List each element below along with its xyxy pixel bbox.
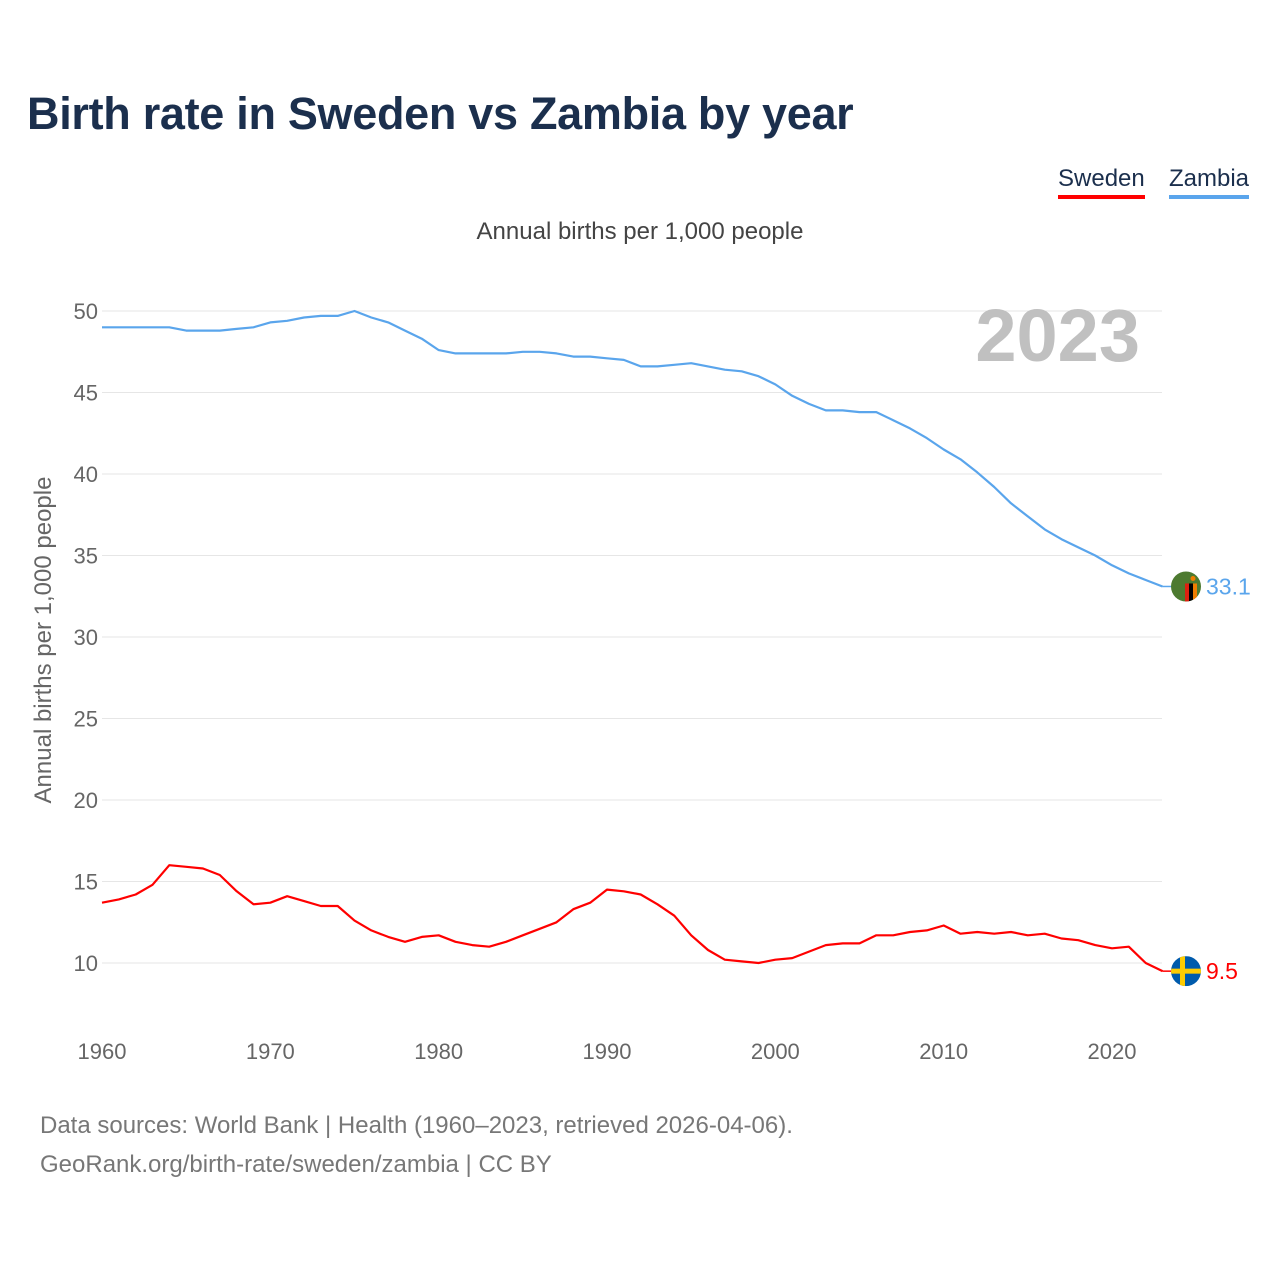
- x-tick-label: 1980: [414, 1039, 463, 1064]
- flag-cross-v: [1180, 956, 1185, 987]
- flag-body: [1171, 956, 1201, 987]
- legend-item-zambia[interactable]: Zambia: [1169, 165, 1250, 199]
- flag-stripe-black: [1189, 583, 1193, 602]
- y-tick-label: 35: [74, 544, 98, 569]
- x-tick-label: 2020: [1088, 1039, 1137, 1064]
- end-value-label: 9.5: [1206, 958, 1238, 984]
- data-source-text: Data sources: World Bank | Health (1960–…: [40, 1112, 793, 1139]
- footer: Data sources: World Bank | Health (1960–…: [40, 1106, 793, 1184]
- flag-body: [1171, 571, 1201, 602]
- y-tick-label: 40: [74, 462, 98, 487]
- y-tick-label: 50: [74, 299, 98, 324]
- chart-title: Birth rate in Sweden vs Zambia by year: [27, 88, 854, 139]
- x-tick-label: 1990: [583, 1039, 632, 1064]
- series-line-zambia: [102, 309, 1163, 588]
- year-watermark: 2023: [975, 294, 1140, 377]
- x-tick-label: 1960: [78, 1039, 127, 1064]
- y-tick-label: 10: [74, 951, 98, 976]
- flag-stripe-red: [1185, 583, 1189, 602]
- x-tick-label: 2000: [751, 1039, 800, 1064]
- source-link[interactable]: GeoRank.org/birth-rate/sweden/zambia | C…: [40, 1151, 552, 1178]
- legend-item-sweden[interactable]: Sweden: [1058, 165, 1145, 199]
- zambia-flag-icon: [1171, 571, 1201, 602]
- end-value-label: 33.1: [1206, 573, 1251, 599]
- x-tick-label: 2010: [919, 1039, 968, 1064]
- y-tick-label: 30: [74, 625, 98, 650]
- flag-eagle: [1190, 575, 1196, 581]
- flag-stripe-orange: [1193, 583, 1197, 602]
- flag-cross-h: [1171, 968, 1201, 974]
- x-tick-label: 1970: [246, 1039, 295, 1064]
- y-tick-label: 20: [74, 788, 98, 813]
- series-line-sweden: [101, 864, 1163, 973]
- y-axis-label: Annual births per 1,000 people: [30, 477, 57, 804]
- chart-subtitle: Annual births per 1,000 people: [476, 218, 804, 245]
- y-tick-label: 15: [74, 870, 98, 895]
- y-tick-label: 45: [74, 381, 98, 406]
- sweden-flag-icon: [1171, 956, 1201, 987]
- y-tick-label: 25: [74, 707, 98, 732]
